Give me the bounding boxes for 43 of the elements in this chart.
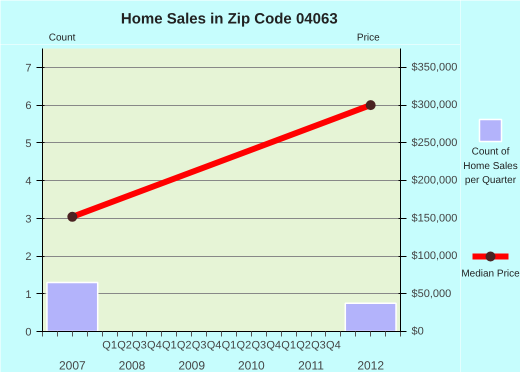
text: Q3 [311,340,326,352]
y-tick-label: 1 [25,288,32,301]
text: Q2 [296,340,311,352]
text: Q4 [147,340,162,352]
y2-axis-title: Price [356,32,380,44]
text: Q1 [162,340,177,352]
x-tick-label: 2009 [178,358,206,372]
text: Q4 [206,340,222,352]
y2-tick-label: $150,000 [412,212,458,224]
y2-tick-label: $350,000 [412,61,458,74]
y-tick-label: 7 [25,62,32,74]
y2-tick-label: $300,000 [412,99,458,112]
y-tick-label: 6 [25,100,32,112]
x-tick-label: 2008 [118,358,146,372]
y2-tick-label: $200,000 [412,174,458,187]
x-tick-label: 2007 [58,358,86,372]
legend-label: Count of Home Sales per Quarter [463,146,518,186]
text: Q2 [176,340,192,352]
text: Q4 [326,340,341,352]
text: Q1 [281,340,296,352]
text: Q3 [251,340,266,352]
legend-label: Median Price [461,268,520,280]
y-axis-title: Count [48,32,76,44]
y2-tick-label: $0 [412,326,424,338]
y2-tick-label: $100,000 [412,250,458,262]
x-tick-label: 2011 [298,358,324,372]
y-tick-label: 5 [25,138,32,150]
text: Q1 [102,340,117,352]
text: Q2 [117,340,132,352]
chart-title: Home Sales in Zip Code 04063 [120,10,338,28]
text: Q3 [132,340,147,352]
y-tick-label: 2 [25,251,32,264]
y-tick-label: 3 [25,213,32,226]
text: Q4 [266,340,282,352]
y2-tick-label: $50,000 [412,288,452,300]
x-tick-label: 2012 [357,358,384,372]
text: Q3 [192,340,206,352]
y-tick-label: 4 [25,176,32,188]
y2-tick-label: $250,000 [412,136,458,149]
y-tick-label: 0 [25,326,32,338]
text: Q1 [222,340,236,352]
text: Q2 [236,340,252,352]
x-tick-label: 2010 [238,358,266,372]
